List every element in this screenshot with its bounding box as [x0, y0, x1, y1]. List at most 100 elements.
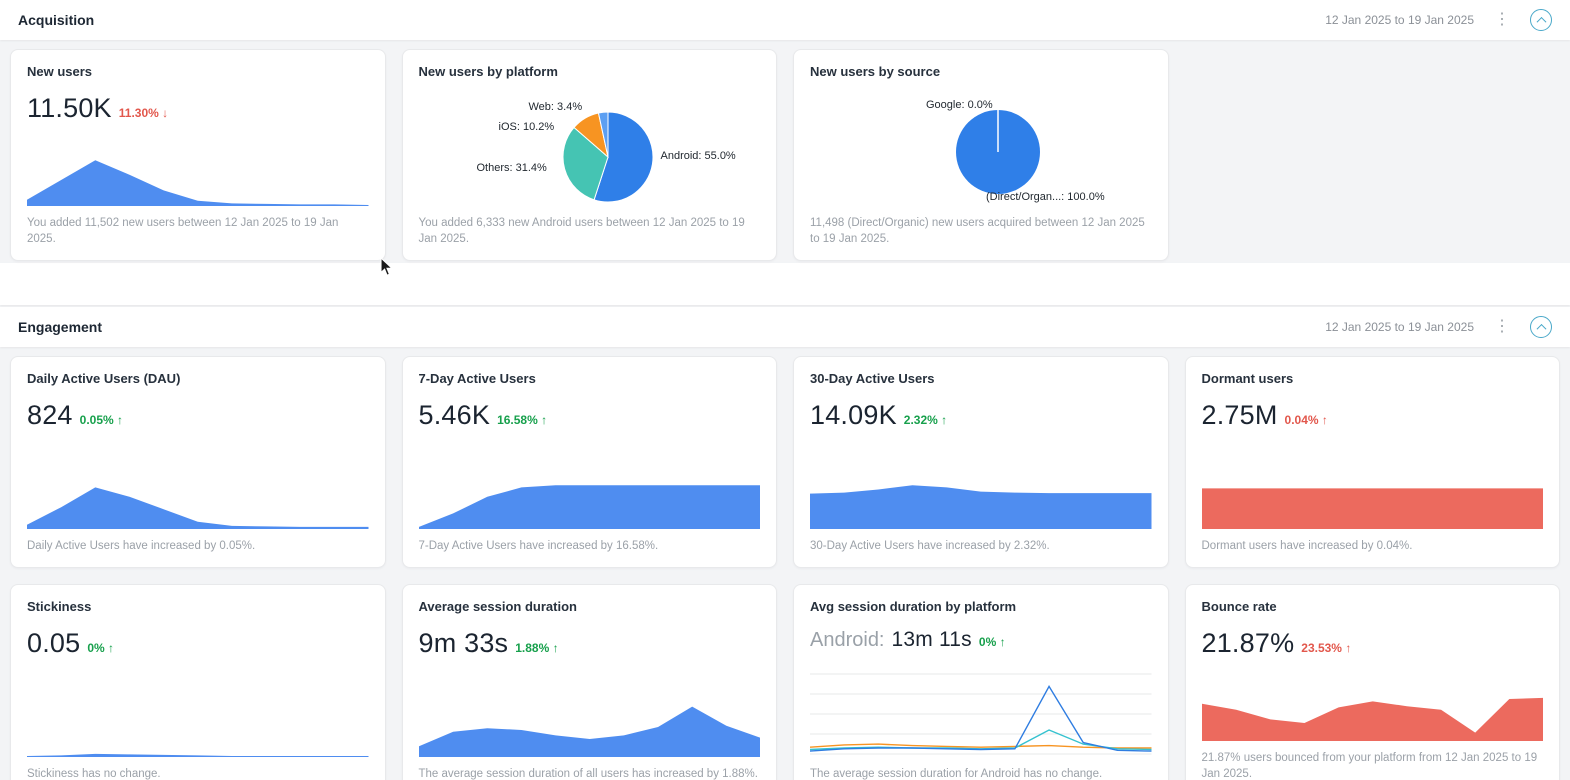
metric-change: 0.04% ↑ — [1284, 413, 1328, 427]
pie-label-ios: iOS: 10.2% — [498, 121, 555, 133]
metric-value: 0.05 — [27, 628, 81, 658]
card-dormant-users: Dormant users 2.75M 0.04% ↑ Dormant user… — [1184, 356, 1560, 568]
bounce-rate-sparkline — [1201, 679, 1543, 741]
platform-pie-chart — [562, 111, 654, 203]
section-divider — [0, 263, 1570, 305]
card-title: Dormant users — [1201, 371, 1294, 386]
card-new-users-by-platform: New users by platform Web: 3.4% iOS: 10.… — [401, 49, 777, 261]
card-description: Dormant users have increased by 0.04%. — [1201, 540, 1413, 553]
card-description: 11,498 (Direct/Organic) new users acquir… — [810, 216, 1145, 246]
more-options-icon[interactable]: ⋮ — [1494, 11, 1510, 28]
metric-change: 23.53% ↑ — [1301, 641, 1352, 655]
section-title: Engagement — [18, 319, 103, 335]
metric-change: 1.88% ↑ — [515, 641, 559, 655]
trend-arrow-icon: ↑ — [1345, 641, 1352, 655]
engagement-cards-grid: Daily Active Users (DAU) 824 0.05% ↑ Dai… — [0, 347, 1570, 780]
30-day-sparkline — [810, 475, 1152, 530]
card-new-users-by-source: New users by source Google: 0.0% (Direct… — [793, 49, 1169, 261]
trend-arrow-icon: ↓ — [162, 106, 169, 120]
pie-label-android: Android: 55.0% — [660, 150, 736, 162]
metric-change: 11.30% ↓ — [118, 106, 169, 120]
platform-pie-zone: Web: 3.4% iOS: 10.2% Others: 31.4% Andro… — [419, 79, 761, 206]
card-title: Daily Active Users (DAU) — [27, 371, 181, 386]
pie-label-direct-organic: (Direct/Organ...: 100.0% — [986, 191, 1105, 203]
trend-arrow-icon: ↑ — [1321, 413, 1328, 427]
card-title: Avg session duration by platform — [810, 599, 1017, 614]
metric-row: 9m 33s 1.88% ↑ — [419, 628, 761, 659]
metric-value: 5.46K — [418, 400, 491, 430]
card-description: Daily Active Users have increased by 0.0… — [27, 540, 256, 553]
metric-value: 2.75M — [1201, 400, 1278, 430]
trend-arrow-icon: ↑ — [552, 641, 559, 655]
card-title: Average session duration — [418, 599, 577, 614]
metric-row: 21.87% 23.53% ↑ — [1202, 628, 1544, 659]
chevron-up-icon — [1536, 16, 1546, 27]
metric-value: 13m 11s — [891, 628, 972, 651]
more-options-icon[interactable]: ⋮ — [1494, 318, 1510, 335]
date-range-label: 12 Jan 2025 to 19 Jan 2025 — [1325, 13, 1474, 27]
card-description: Stickiness has no change. — [27, 768, 161, 780]
metric-value: 824 — [27, 400, 73, 430]
trend-arrow-icon: ↑ — [941, 413, 948, 427]
metric-row: 14.09K 2.32% ↑ — [810, 400, 1152, 431]
chevron-up-icon — [1536, 323, 1546, 334]
dau-sparkline — [27, 475, 369, 530]
metric-value: 9m 33s — [418, 628, 509, 658]
metric-value: 14.09K — [810, 400, 897, 430]
7-day-sparkline — [418, 475, 760, 530]
engagement-section-header: Engagement 12 Jan 2025 to 19 Jan 2025 ⋮ — [0, 307, 1570, 347]
card-average-session-duration: Average session duration 9m 33s 1.88% ↑ … — [401, 584, 777, 780]
collapse-section-button[interactable] — [1530, 9, 1552, 31]
card-description: 7-Day Active Users have increased by 16.… — [418, 540, 659, 553]
metric-value: 11.50K — [27, 93, 112, 123]
card-7-day-active-users: 7-Day Active Users 5.46K 16.58% ↑ 7-Day … — [401, 356, 777, 568]
trend-arrow-icon: ↑ — [117, 413, 124, 427]
card-new-users: New users 11.50K 11.30% ↓ You added 11,5… — [10, 49, 386, 261]
metric-change: 0% ↑ — [87, 641, 115, 655]
card-title: New users — [27, 64, 93, 79]
card-avg-session-duration-by-platform: Avg session duration by platform Android… — [793, 584, 1169, 780]
metric-value: 21.87% — [1201, 628, 1295, 658]
metric-row: Android: 13m 11s 0% ↑ — [810, 628, 1152, 652]
card-description: You added 11,502 new users between 12 Ja… — [27, 216, 339, 246]
acquisition-section-header: Acquisition 12 Jan 2025 to 19 Jan 2025 ⋮ — [0, 0, 1570, 40]
card-title: New users by source — [810, 64, 941, 79]
metric-change: 0.05% ↑ — [79, 413, 124, 427]
metric-change: 2.32% ↑ — [903, 413, 948, 427]
pie-label-google: Google: 0.0% — [926, 99, 993, 111]
metric-row: 824 0.05% ↑ — [27, 400, 369, 431]
trend-arrow-icon: ↑ — [541, 413, 548, 427]
card-stickiness: Stickiness 0.05 0% ↑ Stickiness has no c… — [10, 584, 386, 780]
source-pie-zone: Google: 0.0% (Direct/Organ...: 100.0% — [810, 79, 1152, 206]
collapse-section-button[interactable] — [1530, 316, 1552, 338]
source-pie-chart — [955, 109, 1041, 195]
stickiness-sparkline — [27, 703, 369, 758]
trend-arrow-icon: ↑ — [999, 635, 1006, 649]
card-title: 7-Day Active Users — [418, 371, 536, 386]
date-range-label: 12 Jan 2025 to 19 Jan 2025 — [1325, 320, 1474, 334]
pie-label-others: Others: 31.4% — [476, 162, 547, 174]
metric-row: 5.46K 16.58% ↑ — [419, 400, 761, 431]
card-title: Stickiness — [27, 599, 92, 614]
card-bounce-rate: Bounce rate 21.87% 23.53% ↑ 21.87% users… — [1184, 584, 1560, 780]
card-daily-active-users: Daily Active Users (DAU) 824 0.05% ↑ Dai… — [10, 356, 386, 568]
acquisition-cards-grid: New users 11.50K 11.30% ↓ You added 11,5… — [0, 40, 1570, 261]
metric-row: 0.05 0% ↑ — [27, 628, 369, 659]
card-30-day-active-users: 30-Day Active Users 14.09K 2.32% ↑ 30-Da… — [793, 356, 1169, 568]
metric-change: 16.58% ↑ — [497, 413, 548, 427]
session-by-platform-line-chart — [809, 673, 1152, 757]
new-users-sparkline — [27, 152, 369, 206]
card-title: 30-Day Active Users — [810, 371, 935, 386]
card-description: 21.87% users bounced from your platform … — [1201, 751, 1538, 780]
metric-platform-label: Android: — [810, 629, 885, 651]
card-description: The average session duration of all user… — [418, 768, 758, 780]
metric-row: 11.50K 11.30% ↓ — [27, 93, 369, 124]
trend-arrow-icon: ↑ — [108, 641, 115, 655]
card-description: 30-Day Active Users have increased by 2.… — [810, 540, 1050, 553]
card-description: The average session duration for Android… — [810, 768, 1103, 780]
section-title: Acquisition — [18, 12, 95, 28]
mouse-cursor — [380, 257, 394, 276]
dormant-users-sparkline — [1201, 475, 1543, 530]
card-description: You added 6,333 new Android users betwee… — [418, 216, 745, 246]
